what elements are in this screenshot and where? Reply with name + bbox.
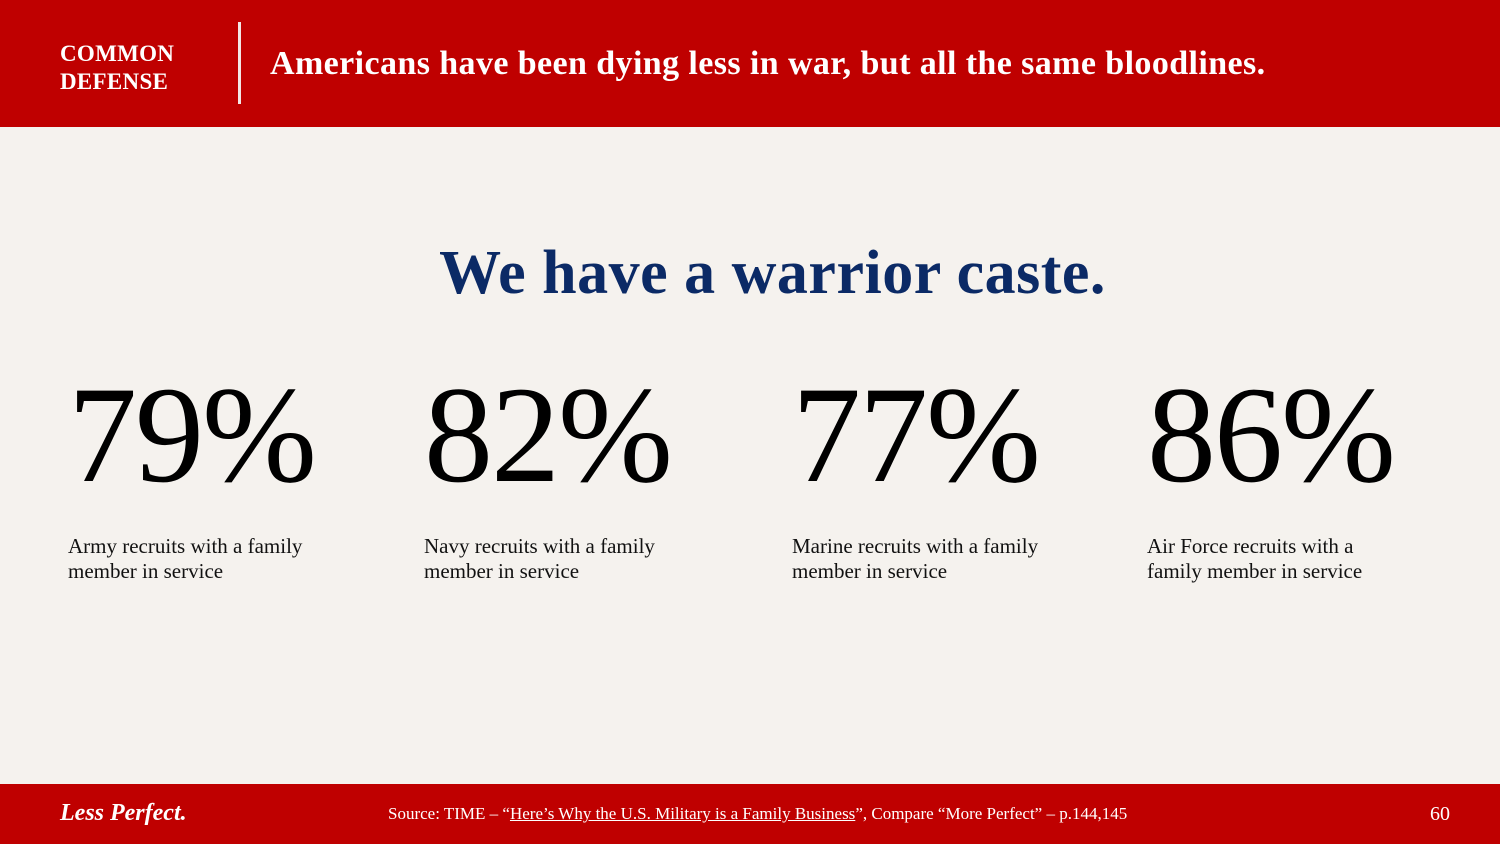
stat-army: 79% Army recruits with a family member i… [68,360,388,584]
source-prefix: Source: TIME – “ [388,804,510,823]
page-number: 60 [1430,803,1450,825]
slide-headline: Americans have been dying less in war, b… [270,45,1266,82]
stat-caption: Navy recruits with a family member in se… [424,534,655,583]
stat-caption: Army recruits with a family member in se… [68,534,303,583]
source-link[interactable]: Here’s Why the U.S. Military is a Family… [509,804,856,823]
stat-air-force: 86% Air Force recruits with a family mem… [1147,360,1467,584]
stat-caption: Marine recruits with a family member in … [792,534,1039,583]
stat-value: 86% [1147,358,1396,511]
stat-value: 77% [792,358,1041,511]
slide-title: We have a warrior caste. [439,239,1106,307]
source-suffix: ”, Compare “More Perfect” – p.144,145 [855,804,1128,823]
stat-caption: Air Force recruits with a family member … [1147,534,1363,583]
stat-value: 79% [68,358,317,511]
section-label: COMMON DEFENSE [60,40,174,96]
brand-logo: Less Perfect. [60,800,187,826]
section-label-line2: DEFENSE [60,69,169,94]
section-label-line1: COMMON [60,41,175,66]
stat-value: 82% [424,358,673,511]
source-citation: Source: TIME – “Here’s Why the U.S. Mili… [388,804,1127,824]
stat-navy: 82% Navy recruits with a family member i… [424,360,744,584]
header-divider [238,22,241,104]
stat-marine: 77% Marine recruits with a family member… [792,360,1112,584]
footer-bar: Less Perfect. Source: TIME – “Here’s Why… [0,784,1500,844]
header-bar: COMMON DEFENSE Americans have been dying… [0,0,1500,127]
